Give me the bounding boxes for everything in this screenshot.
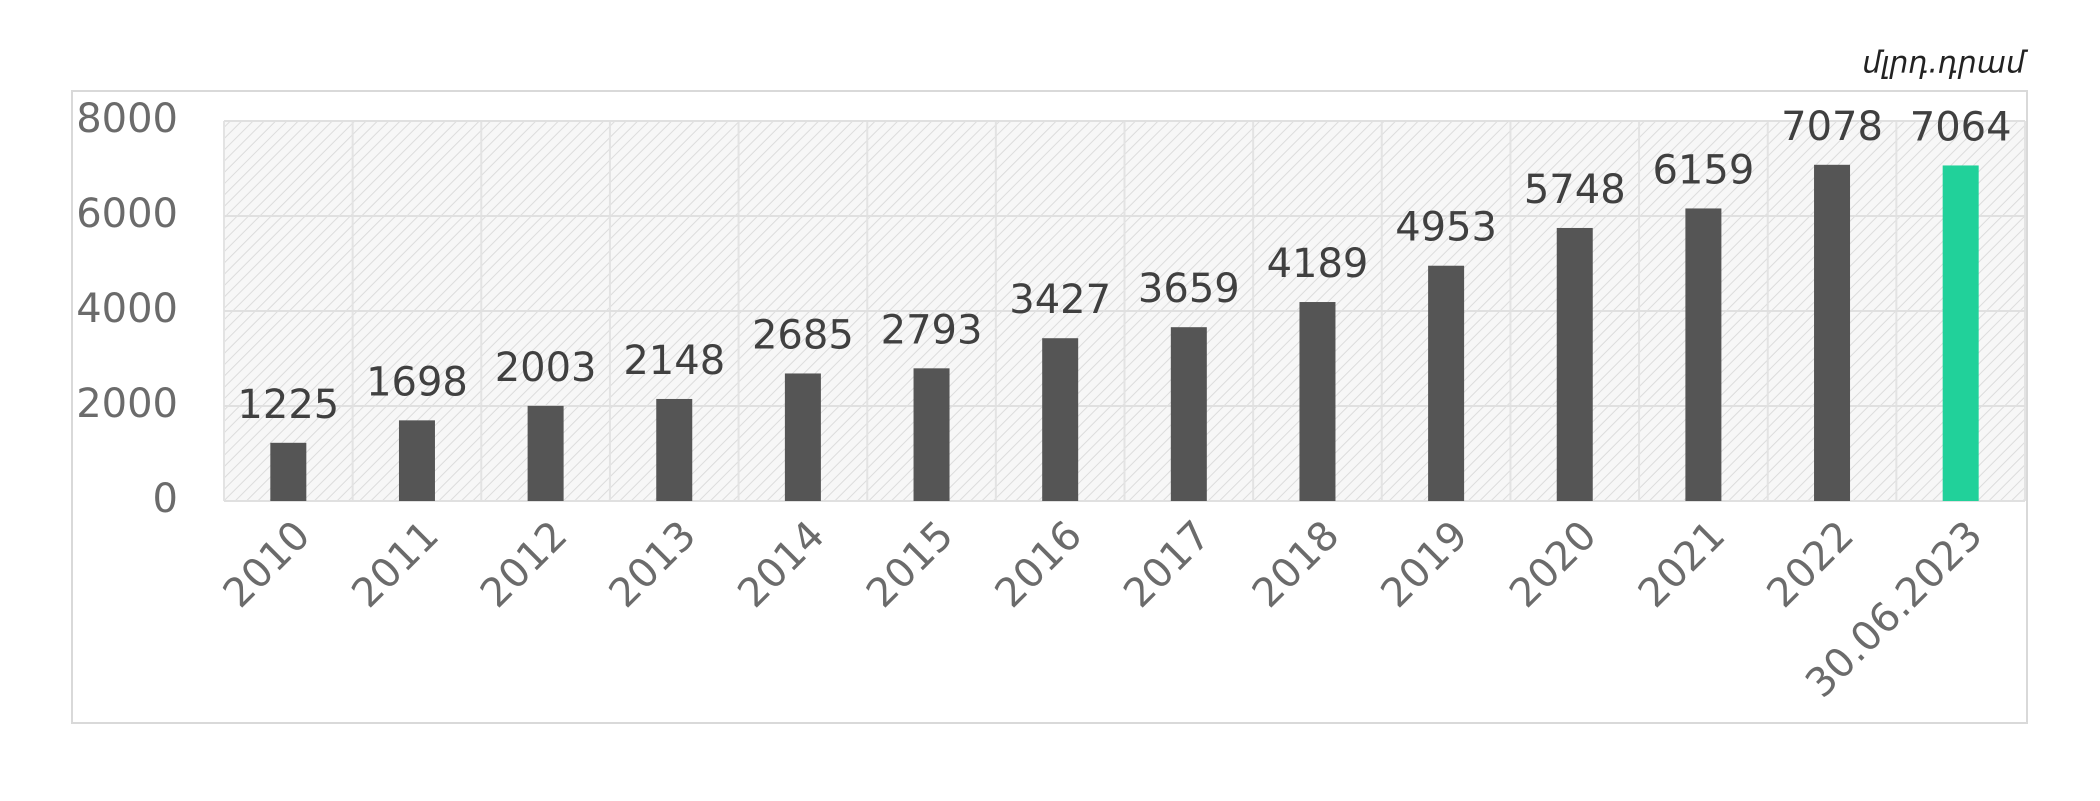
data-label: 7078 <box>1781 104 1883 150</box>
data-label: 4953 <box>1395 205 1497 251</box>
data-label: 3427 <box>1009 277 1111 323</box>
unit-label: մլրդ.դրամ <box>1862 46 2029 81</box>
data-label: 2685 <box>752 312 854 358</box>
bar <box>1042 338 1079 501</box>
bar <box>784 373 821 501</box>
data-label: 4189 <box>1267 241 1369 287</box>
y-tick-label: 2000 <box>76 381 178 427</box>
data-label: 3659 <box>1138 266 1240 312</box>
data-label: 2148 <box>623 338 725 384</box>
bar <box>1814 164 1851 502</box>
y-tick-label: 8000 <box>76 96 178 142</box>
bar <box>398 420 435 501</box>
data-label: 5748 <box>1524 167 1626 213</box>
data-label: 1225 <box>237 382 339 428</box>
y-tick-label: 4000 <box>76 286 178 332</box>
data-label: 2003 <box>495 345 597 391</box>
data-label: 2793 <box>881 307 983 353</box>
data-label: 6159 <box>1652 147 1754 193</box>
bar <box>1685 208 1722 501</box>
bar <box>1299 302 1336 501</box>
y-tick-label: 0 <box>153 476 178 522</box>
bar <box>1170 327 1207 501</box>
bar <box>1942 165 1979 501</box>
y-tick-label: 6000 <box>76 191 178 237</box>
data-label: 7064 <box>1910 104 2012 150</box>
bar <box>270 442 307 501</box>
data-label: 1698 <box>366 359 468 405</box>
bar <box>913 368 950 501</box>
bar <box>1556 227 1593 501</box>
bar <box>527 405 564 501</box>
bar <box>656 398 693 501</box>
bar <box>1428 265 1465 501</box>
